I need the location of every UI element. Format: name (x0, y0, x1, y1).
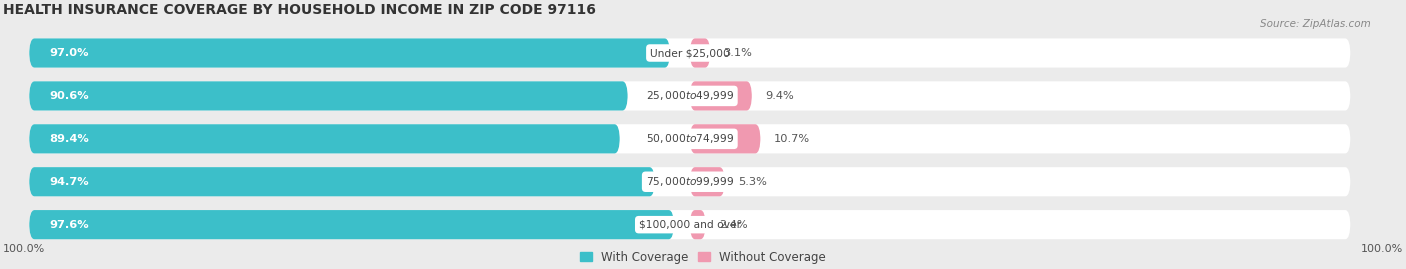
FancyBboxPatch shape (30, 38, 1350, 68)
Text: 89.4%: 89.4% (49, 134, 89, 144)
Text: $50,000 to $74,999: $50,000 to $74,999 (645, 132, 734, 145)
Text: 3.1%: 3.1% (724, 48, 752, 58)
FancyBboxPatch shape (690, 124, 761, 153)
Text: 94.7%: 94.7% (49, 177, 89, 187)
FancyBboxPatch shape (690, 167, 725, 196)
Text: 100.0%: 100.0% (3, 244, 45, 254)
FancyBboxPatch shape (30, 210, 673, 239)
Text: 5.3%: 5.3% (738, 177, 766, 187)
FancyBboxPatch shape (30, 124, 1350, 153)
Text: 97.6%: 97.6% (49, 220, 89, 230)
Text: 100.0%: 100.0% (1361, 244, 1403, 254)
Text: $100,000 and over: $100,000 and over (638, 220, 741, 230)
FancyBboxPatch shape (690, 81, 752, 111)
FancyBboxPatch shape (30, 124, 620, 153)
FancyBboxPatch shape (30, 38, 671, 68)
Text: 2.4%: 2.4% (718, 220, 748, 230)
Text: 97.0%: 97.0% (49, 48, 89, 58)
FancyBboxPatch shape (30, 167, 1350, 196)
Text: $75,000 to $99,999: $75,000 to $99,999 (645, 175, 734, 188)
FancyBboxPatch shape (30, 81, 1350, 111)
Text: 90.6%: 90.6% (49, 91, 89, 101)
FancyBboxPatch shape (690, 38, 710, 68)
Text: Source: ZipAtlas.com: Source: ZipAtlas.com (1260, 19, 1371, 29)
FancyBboxPatch shape (30, 210, 1350, 239)
Text: Under $25,000: Under $25,000 (650, 48, 730, 58)
FancyBboxPatch shape (30, 167, 655, 196)
Text: 10.7%: 10.7% (773, 134, 810, 144)
Text: 9.4%: 9.4% (765, 91, 794, 101)
FancyBboxPatch shape (30, 81, 627, 111)
FancyBboxPatch shape (690, 210, 706, 239)
Text: $25,000 to $49,999: $25,000 to $49,999 (645, 89, 734, 102)
Legend: With Coverage, Without Coverage: With Coverage, Without Coverage (575, 246, 831, 268)
Text: HEALTH INSURANCE COVERAGE BY HOUSEHOLD INCOME IN ZIP CODE 97116: HEALTH INSURANCE COVERAGE BY HOUSEHOLD I… (3, 3, 596, 17)
